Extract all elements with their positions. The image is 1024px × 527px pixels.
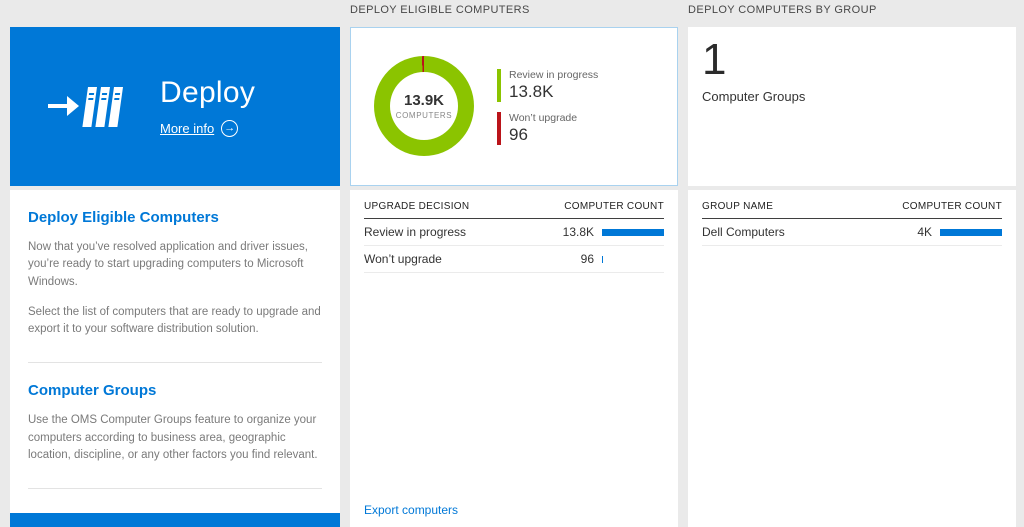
legend-swatch-green: [497, 68, 501, 102]
export-computers-link[interactable]: Export computers: [364, 503, 459, 517]
section-heading: Computer Groups: [28, 382, 157, 400]
description-panel: Deploy Eligible Computers Now that you’v…: [10, 190, 340, 513]
group-table: GROUP NAME COMPUTER COUNT Dell Computers…: [688, 190, 1016, 527]
row-value: 96: [580, 252, 594, 266]
tile-footer-accent-bar: [10, 513, 340, 527]
section-paragraph: Select the list of computers that are re…: [28, 305, 321, 335]
row-bar: [940, 228, 1002, 236]
legend-value: 96: [509, 124, 528, 144]
table-row[interactable]: Dell Computers 4K: [702, 219, 1002, 246]
row-bar: [602, 228, 664, 236]
row-label: Won’t upgrade: [364, 252, 442, 266]
table-row[interactable]: Review in progress 13.8K: [364, 219, 664, 246]
table-header: UPGRADE DECISION COMPUTER COUNT: [364, 190, 664, 219]
row-value: 4K: [917, 225, 932, 239]
section-heading: Deploy Eligible Computers: [28, 209, 219, 226]
computer-groups-section: Computer Groups Use the OMS Computer Gro…: [28, 363, 322, 489]
col-computer-count: COMPUTER COUNT: [564, 201, 664, 212]
row-bar-track: [602, 255, 664, 263]
eligible-computers-card[interactable]: 13.9K COMPUTERS Review in progress 13.8K…: [350, 27, 678, 186]
deploy-computers-by-group-title: DEPLOY COMPUTERS BY GROUP: [688, 4, 877, 16]
donut-center-label: COMPUTERS: [395, 111, 453, 120]
legend-label: Review in progress: [509, 68, 599, 81]
col-upgrade-decision: UPGRADE DECISION: [364, 201, 470, 212]
section-paragraph: Use the OMS Computer Groups feature to o…: [28, 414, 318, 461]
deploy-eligible-computers-section: Deploy Eligible Computers Now that you’v…: [28, 190, 322, 364]
section-paragraph: Now that you’ve resolved application and…: [28, 241, 308, 288]
deploy-icon: [48, 86, 123, 127]
legend-item-review-in-progress: Review in progress 13.8K: [497, 68, 599, 102]
table-header: GROUP NAME COMPUTER COUNT: [702, 190, 1002, 219]
legend-value: 13.8K: [509, 81, 554, 101]
col-group-name: GROUP NAME: [702, 201, 774, 212]
legend-swatch-red: [497, 111, 501, 145]
table-row[interactable]: Won’t upgrade 96: [364, 246, 664, 273]
tile-text: Deploy More info →: [160, 76, 255, 137]
more-info-link[interactable]: More info →: [160, 120, 255, 137]
donut-legend: Review in progress 13.8K Won’t upgrade 9…: [497, 28, 598, 185]
donut-center: 13.9K COMPUTERS: [390, 72, 458, 140]
row-bar-track: [602, 228, 664, 236]
donut-center-value: 13.9K: [403, 92, 445, 109]
tile-title: Deploy: [160, 76, 256, 109]
eligible-donut: 13.9K COMPUTERS: [374, 56, 474, 156]
more-info-arrow-icon[interactable]: →: [221, 120, 239, 137]
deploy-eligible-computers-title: DEPLOY ELIGIBLE COMPUTERS: [350, 4, 530, 16]
row-label: Dell Computers: [702, 225, 785, 239]
group-count-label: Computer Groups: [702, 88, 806, 104]
row-bar: [602, 255, 603, 263]
col-computer-count: COMPUTER COUNT: [902, 201, 1002, 212]
group-count: 1: [702, 35, 727, 84]
upgrade-decision-table: UPGRADE DECISION COMPUTER COUNT Review i…: [350, 190, 678, 527]
computer-groups-card[interactable]: 1 Computer Groups: [688, 27, 1016, 186]
deploy-tile[interactable]: Deploy More info →: [10, 27, 340, 186]
legend-label: Won’t upgrade: [509, 111, 578, 124]
legend-item-wont-upgrade: Won’t upgrade 96: [497, 111, 598, 145]
row-value: 13.8K: [562, 225, 594, 239]
row-bar-track: [940, 228, 1002, 236]
row-label: Review in progress: [364, 225, 467, 239]
more-info-label[interactable]: More info: [160, 121, 215, 136]
